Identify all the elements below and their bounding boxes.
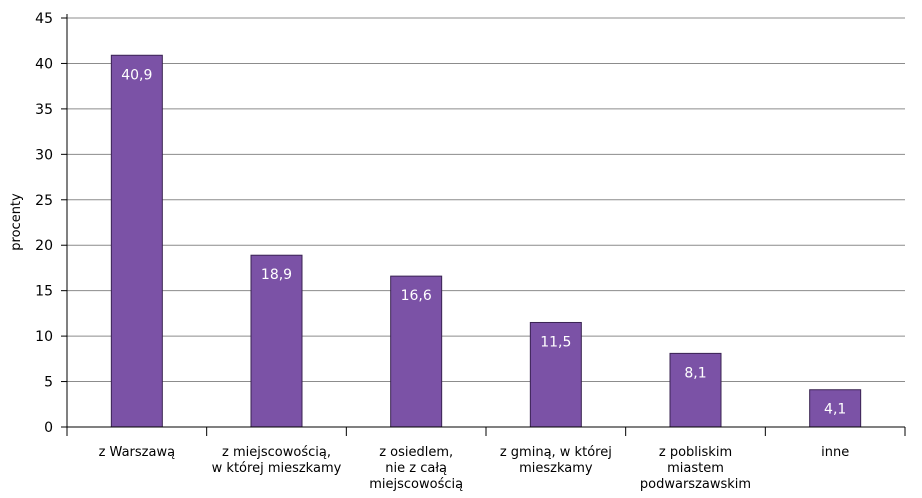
y-tick-label: 0 xyxy=(44,420,53,436)
y-tick-label: 35 xyxy=(35,102,53,118)
y-tick-label: 25 xyxy=(35,193,53,209)
y-tick-label: 20 xyxy=(35,238,53,254)
y-tick-label: 5 xyxy=(44,375,53,391)
bar xyxy=(110,54,163,428)
labels: 0 5 10 15 20 25 30 35 40 45 40,9 18,9 16,6 11,5 8,1 4,1… xyxy=(35,11,849,492)
bar-value-label: 11,5 xyxy=(540,334,571,350)
x-category-label: z gminą, w której mieszkamy xyxy=(500,445,612,476)
x-category-label: z miejscowością, w której mieszkamy xyxy=(212,445,342,476)
x-category-label: z Warszawą xyxy=(99,445,175,460)
y-tick-label: 40 xyxy=(35,56,53,72)
y-tick-label: 30 xyxy=(35,147,53,163)
bar xyxy=(250,254,303,428)
y-axis-title: procenty xyxy=(9,193,24,251)
gridlines xyxy=(67,17,905,383)
x-category-label: z osiedlem, nie z całą miejscowością xyxy=(369,445,463,492)
bar-value-label: 18,9 xyxy=(261,267,292,283)
y-tick-label: 15 xyxy=(35,284,53,300)
x-category-label: z pobliskim miastem podwarszawskim xyxy=(640,445,751,492)
bars xyxy=(110,54,862,428)
x-category-label: inne xyxy=(821,445,849,460)
y-tick-label: 10 xyxy=(35,329,53,345)
bar-value-label: 8,1 xyxy=(684,365,706,381)
bar-value-label: 4,1 xyxy=(824,402,846,418)
bar-value-label: 16,6 xyxy=(401,288,432,304)
axes xyxy=(61,14,906,436)
bar-value-label: 40,9 xyxy=(121,67,152,83)
y-tick-label: 45 xyxy=(35,11,53,27)
